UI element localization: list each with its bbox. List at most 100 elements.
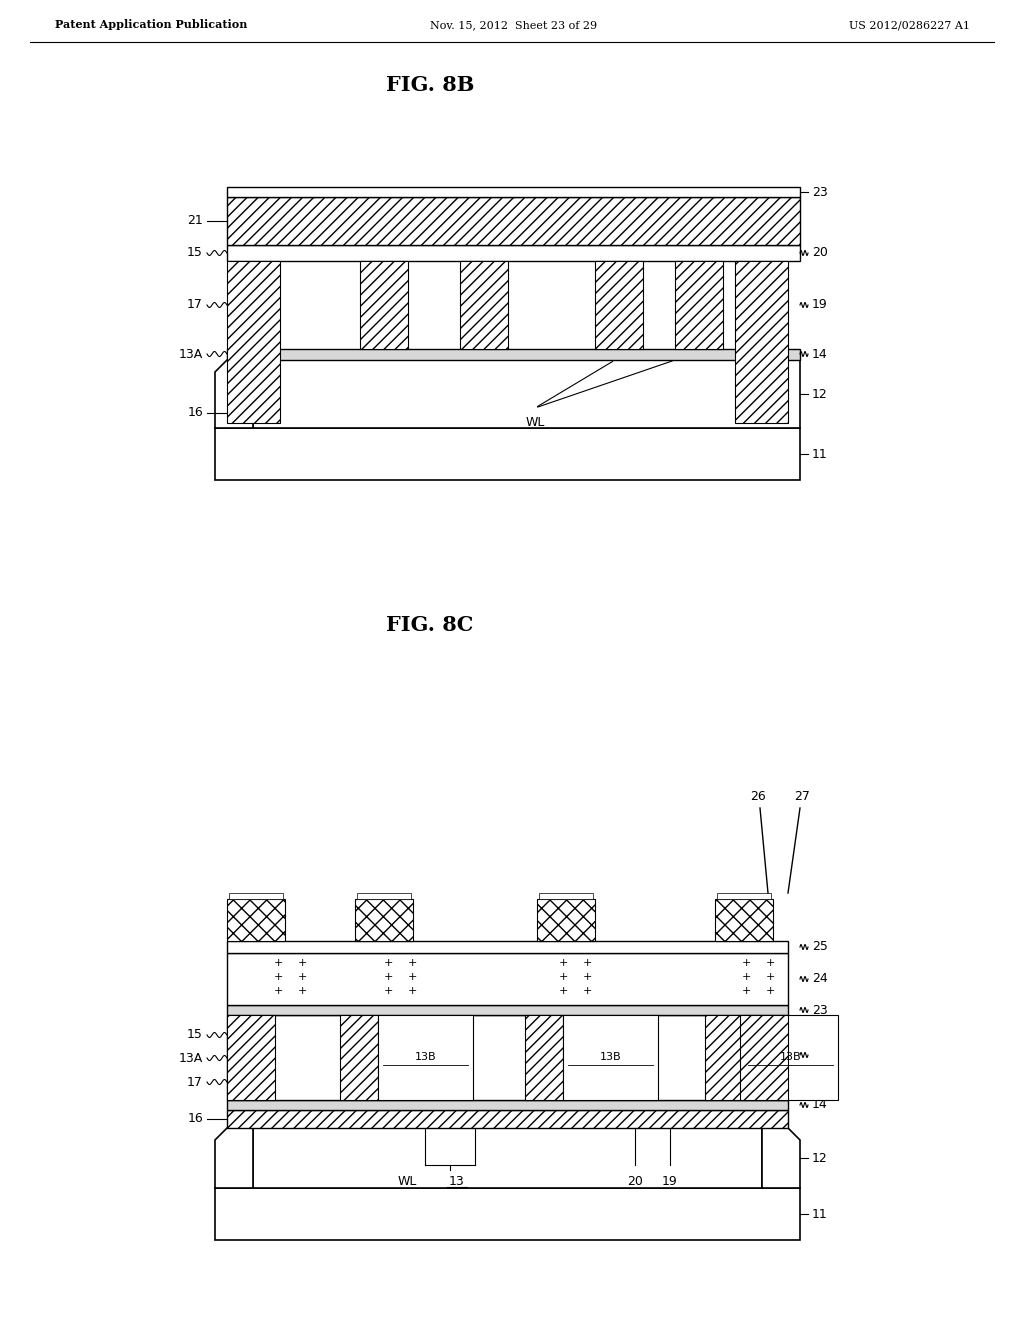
Bar: [227, 1005, 788, 1015]
Text: 18: 18: [812, 1048, 827, 1061]
Text: 14: 14: [812, 1098, 827, 1111]
Text: +: +: [558, 986, 567, 997]
Text: 12: 12: [812, 388, 827, 400]
Text: +: +: [273, 986, 283, 997]
Text: 20: 20: [627, 1175, 643, 1188]
Text: +: +: [408, 986, 417, 997]
Text: +: +: [297, 958, 306, 968]
Bar: [705, 1015, 743, 1100]
Bar: [740, 1015, 788, 1100]
Text: 17: 17: [187, 1076, 203, 1089]
Polygon shape: [215, 1129, 253, 1188]
Text: +: +: [583, 958, 592, 968]
Bar: [537, 899, 595, 941]
Text: +: +: [558, 972, 567, 982]
Bar: [227, 1015, 275, 1100]
Text: 13A: 13A: [179, 347, 203, 360]
Text: 16: 16: [187, 407, 203, 420]
Text: +: +: [583, 986, 592, 997]
Bar: [357, 894, 411, 899]
Bar: [735, 261, 788, 422]
Bar: [215, 1188, 800, 1239]
Text: 11: 11: [812, 1208, 827, 1221]
Bar: [227, 197, 800, 246]
Bar: [253, 360, 800, 428]
Text: 17: 17: [187, 298, 203, 312]
Text: +: +: [765, 986, 775, 997]
Text: 11: 11: [812, 447, 827, 461]
Text: +: +: [408, 958, 417, 968]
Bar: [227, 261, 280, 422]
Text: +: +: [765, 958, 775, 968]
Text: 12: 12: [812, 1151, 827, 1164]
Text: 13: 13: [450, 1175, 465, 1188]
Bar: [563, 1015, 658, 1100]
Text: +: +: [741, 986, 751, 997]
Text: 25: 25: [812, 940, 827, 953]
Text: 19: 19: [663, 1175, 678, 1188]
Text: US 2012/0286227 A1: US 2012/0286227 A1: [849, 20, 970, 30]
Bar: [227, 1100, 788, 1110]
Bar: [360, 261, 408, 348]
Bar: [460, 261, 508, 348]
Text: 13B: 13B: [600, 1052, 622, 1063]
Bar: [675, 261, 723, 348]
Text: +: +: [383, 972, 392, 982]
Text: +: +: [741, 972, 751, 982]
Polygon shape: [215, 360, 253, 428]
Bar: [227, 348, 800, 360]
Bar: [525, 1015, 563, 1100]
Text: 23: 23: [812, 1003, 827, 1016]
Text: 19: 19: [812, 298, 827, 312]
Text: 15: 15: [187, 1028, 203, 1041]
Text: 24: 24: [812, 973, 827, 986]
Text: 20: 20: [812, 247, 827, 260]
Text: WL: WL: [525, 416, 545, 429]
Text: +: +: [583, 972, 592, 982]
Text: +: +: [558, 958, 567, 968]
Bar: [227, 953, 788, 1005]
Bar: [253, 1129, 762, 1188]
Text: 26: 26: [751, 789, 766, 803]
Bar: [595, 261, 643, 348]
Text: FIG. 8B: FIG. 8B: [386, 75, 474, 95]
Polygon shape: [762, 1129, 800, 1188]
Text: 21: 21: [187, 214, 203, 227]
Bar: [215, 428, 800, 480]
Bar: [227, 1110, 788, 1129]
Bar: [229, 894, 283, 899]
Text: 14: 14: [812, 347, 827, 360]
Bar: [227, 1015, 788, 1100]
Bar: [715, 899, 773, 941]
Bar: [717, 894, 771, 899]
Text: 13B: 13B: [779, 1052, 802, 1063]
Text: 15: 15: [187, 247, 203, 260]
Text: Nov. 15, 2012  Sheet 23 of 29: Nov. 15, 2012 Sheet 23 of 29: [430, 20, 597, 30]
Text: FIG. 8C: FIG. 8C: [386, 615, 474, 635]
Text: WL: WL: [397, 1175, 417, 1188]
Text: +: +: [297, 972, 306, 982]
Text: Patent Application Publication: Patent Application Publication: [55, 20, 248, 30]
Text: +: +: [383, 958, 392, 968]
Bar: [355, 899, 413, 941]
Text: +: +: [273, 958, 283, 968]
Text: 13A: 13A: [179, 1052, 203, 1064]
Bar: [227, 187, 800, 197]
Bar: [340, 1015, 378, 1100]
Text: +: +: [297, 986, 306, 997]
Text: 27: 27: [794, 789, 810, 803]
Text: +: +: [765, 972, 775, 982]
Text: +: +: [741, 958, 751, 968]
Bar: [378, 1015, 473, 1100]
Text: +: +: [273, 972, 283, 982]
Bar: [539, 894, 593, 899]
Bar: [227, 899, 285, 941]
Bar: [227, 246, 800, 261]
Bar: [743, 1015, 838, 1100]
Text: +: +: [383, 986, 392, 997]
Text: 23: 23: [812, 186, 827, 198]
Text: 13B: 13B: [415, 1052, 436, 1063]
Text: 16: 16: [187, 1113, 203, 1126]
Text: +: +: [408, 972, 417, 982]
Bar: [227, 941, 788, 953]
